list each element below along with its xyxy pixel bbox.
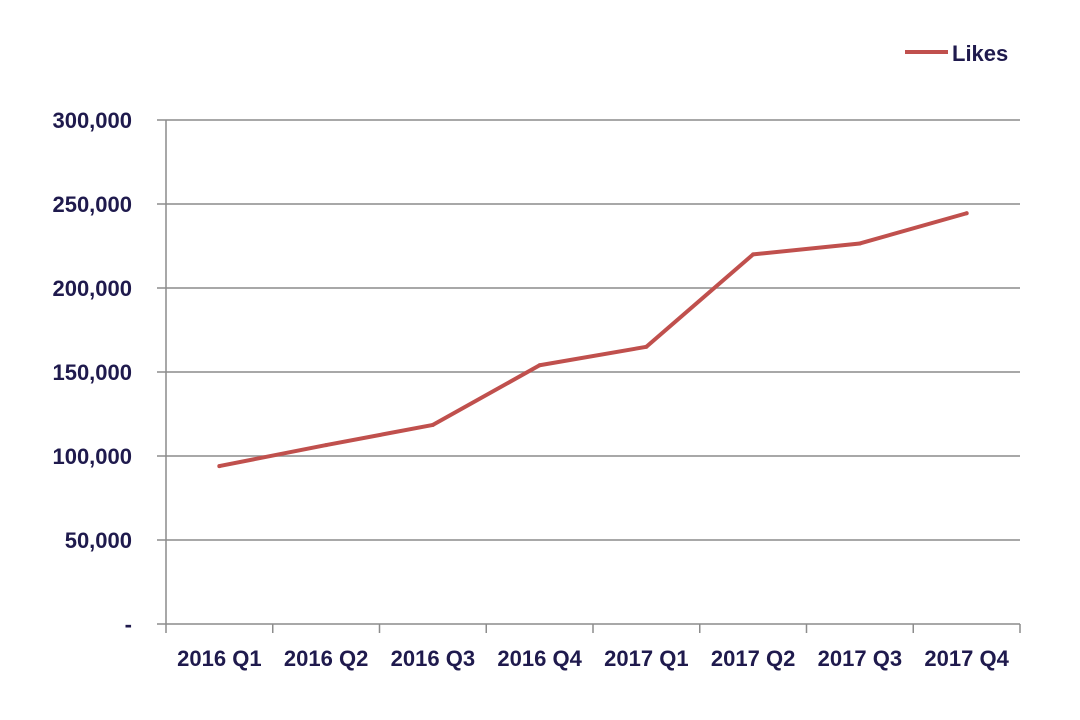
y-tick-label: 250,000 <box>52 192 132 217</box>
data-point <box>537 363 542 368</box>
gridlines <box>166 119 1020 541</box>
data-point <box>324 443 329 448</box>
data-point <box>430 422 435 427</box>
x-tick-label: 2016 Q4 <box>497 646 582 671</box>
y-tick-label: 200,000 <box>52 276 132 301</box>
y-tick-label: 50,000 <box>65 528 132 553</box>
x-tick-label: 2017 Q3 <box>818 646 902 671</box>
y-tick-label: 300,000 <box>52 108 132 133</box>
x-axis-ticks: 2016 Q1 2016 Q2 2016 Q3 2016 Q4 2017 Q1 2017 … <box>165 624 1021 671</box>
data-point <box>217 464 222 469</box>
series <box>217 211 969 469</box>
legend-label-likes: Likes <box>952 41 1008 66</box>
x-tick-label: 2016 Q3 <box>391 646 475 671</box>
y-tick-label: 100,000 <box>52 444 132 469</box>
x-tick-label: 2017 Q1 <box>604 646 688 671</box>
legend: Likes <box>905 41 1008 66</box>
data-point <box>751 252 756 257</box>
y-tick-label: 150,000 <box>52 360 132 385</box>
y-tick-label: - <box>125 612 132 637</box>
x-tick-label: 2016 Q1 <box>177 646 261 671</box>
x-tick-label: 2017 Q4 <box>924 646 1009 671</box>
series-line-likes <box>217 211 969 469</box>
data-point <box>857 241 862 246</box>
x-tick-label: 2016 Q2 <box>284 646 368 671</box>
data-point <box>964 211 969 216</box>
x-tick-label: 2017 Q2 <box>711 646 795 671</box>
y-axis-ticks: - 50,000 100,000 150,000 200,000 250,000 300,0… <box>52 108 166 637</box>
data-point <box>644 344 649 349</box>
